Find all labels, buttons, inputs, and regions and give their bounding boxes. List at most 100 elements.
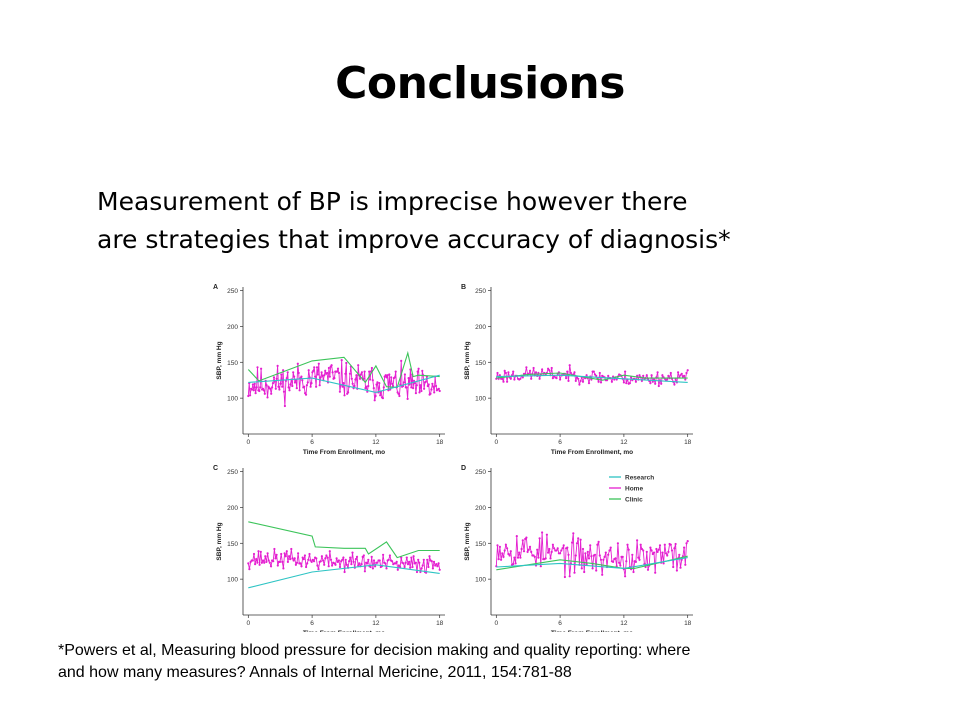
x-tick-label: 12 — [620, 620, 628, 627]
home-point — [409, 566, 412, 569]
home-point — [281, 560, 284, 563]
home-point — [536, 548, 539, 551]
home-point — [318, 384, 321, 387]
home-point — [587, 557, 591, 560]
home-point — [634, 560, 637, 563]
home-point — [378, 559, 381, 562]
home-point — [306, 381, 309, 384]
body-line-1: Measurement of BP is imprecise however t… — [97, 187, 688, 216]
home-point — [404, 561, 407, 564]
home-point — [348, 372, 352, 375]
home-point — [260, 561, 263, 564]
home-point — [545, 533, 548, 536]
home-point — [525, 366, 528, 369]
home-point — [503, 369, 506, 372]
home-point — [591, 567, 594, 570]
home-point — [385, 567, 388, 570]
home-point — [350, 563, 353, 566]
home-point — [654, 571, 657, 574]
home-point — [305, 565, 308, 569]
home-point — [349, 556, 352, 559]
home-point — [308, 552, 311, 556]
home-point — [530, 550, 533, 553]
home-point — [415, 384, 418, 387]
y-tick-label: 200 — [475, 324, 486, 331]
home-point — [634, 380, 637, 383]
home-point — [410, 556, 413, 559]
home-point — [496, 371, 499, 375]
home-point — [299, 562, 302, 565]
home-point — [342, 382, 345, 385]
home-point — [669, 371, 672, 375]
home-point — [561, 547, 564, 550]
home-point — [317, 568, 320, 571]
home-point — [358, 377, 362, 380]
home-point — [430, 560, 433, 563]
home-point — [502, 380, 505, 383]
home-point — [684, 378, 687, 381]
home-point — [284, 555, 287, 558]
x-axis-label: Time From Enrollment, mo — [303, 449, 385, 456]
home-point — [504, 371, 507, 375]
home-point — [313, 366, 316, 369]
home-point — [256, 366, 259, 369]
home-point — [498, 545, 501, 548]
home-point — [285, 377, 288, 380]
x-tick-label: 0 — [247, 620, 251, 627]
home-point — [579, 538, 582, 541]
home-point — [502, 555, 505, 558]
home-point — [673, 547, 676, 550]
home-point — [435, 563, 438, 566]
home-point — [280, 373, 283, 376]
home-point — [327, 565, 330, 568]
home-point — [625, 382, 628, 385]
home-point — [283, 404, 286, 408]
home-point — [254, 563, 257, 566]
home-point — [677, 371, 680, 374]
home-point — [400, 556, 403, 559]
home-point — [372, 559, 376, 562]
home-point — [528, 545, 532, 548]
home-point — [270, 392, 273, 395]
home-point — [526, 550, 529, 553]
x-tick-label: 6 — [310, 620, 314, 627]
body-line-2: are strategies that improve accuracy of … — [97, 225, 731, 254]
home-point — [640, 547, 643, 551]
home-point — [293, 557, 296, 560]
home-point — [301, 379, 304, 382]
home-point — [372, 387, 375, 390]
home-point — [597, 540, 600, 543]
home-point — [338, 390, 341, 393]
home-point — [649, 546, 652, 549]
home-point — [271, 386, 274, 389]
series-line-home — [247, 548, 441, 574]
panel-label-d: D — [461, 465, 466, 472]
y-tick-label: 150 — [227, 360, 238, 367]
home-point — [426, 558, 429, 561]
home-point — [263, 392, 266, 395]
home-point — [414, 561, 417, 564]
home-point — [497, 558, 500, 561]
home-point — [550, 550, 553, 553]
home-point — [669, 543, 672, 546]
x-tick-label: 12 — [620, 439, 628, 446]
home-point — [251, 559, 254, 562]
home-point — [656, 550, 659, 553]
series-line-clinic — [248, 521, 440, 559]
home-point — [375, 383, 378, 386]
home-point — [416, 370, 419, 373]
home-point — [525, 536, 528, 539]
home-point — [415, 570, 419, 574]
home-point — [257, 550, 260, 553]
home-point — [260, 367, 263, 370]
home-point — [345, 563, 348, 566]
home-point — [298, 389, 301, 392]
home-point — [521, 376, 524, 379]
home-point — [512, 370, 515, 373]
home-point — [274, 387, 277, 390]
home-point — [551, 543, 554, 546]
home-point — [547, 551, 550, 554]
home-point — [555, 377, 558, 380]
home-point — [579, 379, 582, 382]
series-line-home — [495, 532, 689, 578]
